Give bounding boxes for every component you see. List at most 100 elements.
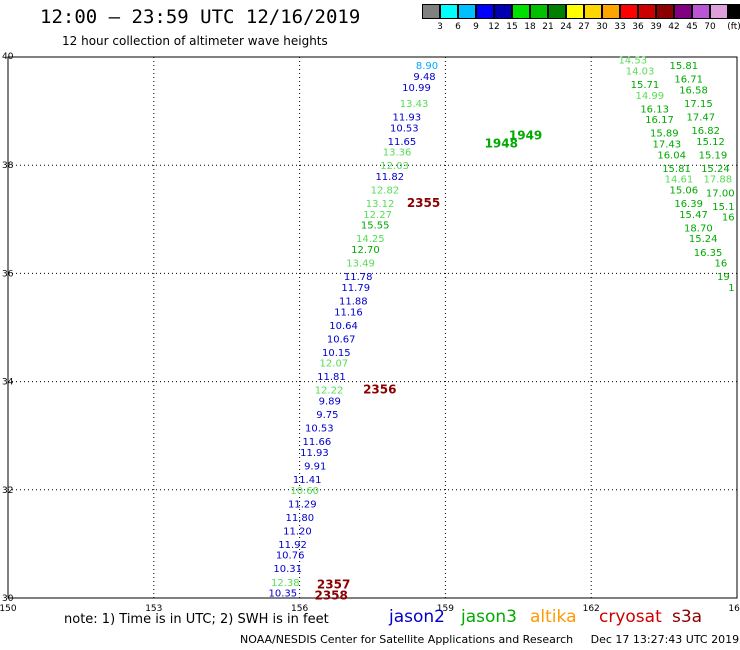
scale-swatch [656, 4, 674, 19]
time-label: 2357 [317, 577, 350, 591]
scale-label: 45 [686, 22, 698, 32]
scale-label: 42 [668, 22, 680, 32]
scale-label: 27 [578, 22, 590, 32]
wave-height-label: 9.75 [316, 410, 338, 421]
scale-label: 18 [524, 22, 536, 32]
x-tick-label: 162 [583, 604, 600, 614]
wave-height-label: 11.92 [278, 540, 307, 551]
map-subtitle: 12 hour collection of altimeter wave hei… [62, 34, 328, 48]
wave-height-label: 11.82 [375, 172, 404, 183]
wave-height-label: 11.20 [283, 526, 312, 537]
wave-height-label: 14.03 [626, 67, 655, 78]
wave-height-label: 16.71 [674, 75, 703, 86]
wave-height-label: 16.17 [645, 115, 674, 126]
scale-label: 12 [488, 22, 500, 32]
wave-height-label: 16.39 [674, 199, 703, 210]
wave-height-label: 11.93 [392, 113, 421, 124]
wave-height-label: 10.99 [402, 83, 431, 94]
scale-swatch [548, 4, 566, 19]
legend-item-jason2: jason2 [389, 607, 445, 627]
time-label: 2356 [363, 383, 396, 397]
x-tick-label: 150 [0, 604, 17, 614]
time-label: 1948 [485, 137, 518, 151]
wave-height-label: 16.35 [694, 248, 723, 259]
wave-height-label: 9.48 [413, 72, 435, 83]
wave-height-label: 9.91 [304, 461, 326, 472]
scale-swatch [638, 4, 656, 19]
wave-height-label: 16 [722, 213, 735, 224]
wave-height-label: 14.25 [356, 234, 385, 245]
wave-height-label: 11.16 [334, 307, 363, 318]
wave-height-label: 10.53 [390, 123, 419, 134]
wave-height-label: 13.12 [366, 199, 395, 210]
wave-height-label: 11.66 [303, 437, 332, 448]
wave-height-label: 17.00 [706, 188, 735, 199]
time-label: 2358 [314, 588, 347, 602]
scale-label: 9 [473, 22, 479, 32]
x-tick-label: 153 [145, 604, 162, 614]
wave-height-label: 15.89 [650, 129, 679, 140]
wave-height-label: 12.38 [271, 578, 300, 589]
wave-height-label: 14.53 [618, 56, 647, 67]
wave-height-label: 10.15 [322, 348, 351, 359]
wave-height-label: 10.64 [329, 321, 358, 332]
scale-label: 6 [455, 22, 461, 32]
wave-height-label: 10.60 [290, 486, 319, 497]
legend-item-s3a: s3a [672, 607, 703, 627]
scale-label: 3 [437, 22, 443, 32]
wave-height-label: 1 [728, 283, 734, 294]
wave-height-label: 15.24 [689, 234, 718, 245]
wave-height-label: 12.70 [351, 245, 380, 256]
wave-height-label: 15.81 [662, 164, 691, 175]
scale-swatch [728, 4, 740, 19]
wave-height-label: 15.71 [631, 80, 660, 91]
wave-height-label: 13.49 [346, 259, 375, 270]
wave-height-label: 13.43 [400, 99, 429, 110]
plot-frame [7, 56, 738, 599]
scale-swatch [512, 4, 530, 19]
time-label: 1949 [509, 128, 542, 142]
legend-item-jason3: jason3 [461, 607, 517, 627]
y-tick-label: 32 [2, 486, 13, 496]
wave-height-label: 16 [715, 259, 728, 270]
x-tick-label: 159 [437, 604, 454, 614]
y-tick-label: 36 [2, 269, 14, 279]
wave-height-label: 17.15 [684, 99, 713, 110]
wave-height-label: 11.41 [293, 475, 322, 486]
scale-label: 30 [596, 22, 608, 32]
wave-height-label: 11.29 [288, 499, 317, 510]
scale-swatch [710, 4, 728, 19]
wave-height-label: 11.79 [341, 283, 370, 294]
wave-height-label: 11.80 [286, 513, 315, 524]
wave-height-label: 16.58 [679, 85, 708, 96]
scale-swatch [458, 4, 476, 19]
scale-label: 39 [650, 22, 662, 32]
wave-height-label: 12.03 [380, 161, 409, 172]
wave-height-label: 15.19 [699, 150, 728, 161]
scale-swatch [476, 4, 494, 19]
wave-height-label: 17.47 [686, 113, 715, 124]
wave-height-label: 11.93 [300, 448, 329, 459]
scale-label: 21 [542, 22, 554, 32]
legend-item-altika: altika [530, 607, 577, 627]
wave-height-label: 10.35 [269, 589, 298, 600]
wave-height-label: 17.43 [652, 140, 681, 151]
wave-height-label: 11.78 [344, 272, 373, 283]
scale-swatch [440, 4, 458, 19]
wave-height-label: 19 [717, 272, 730, 283]
scale-swatch [674, 4, 692, 19]
scale-label: 24 [560, 22, 572, 32]
y-tick-label: 30 [2, 594, 14, 604]
wave-height-label: 13.36 [383, 148, 412, 159]
wave-height-label: 18.70 [684, 223, 713, 234]
y-tick-label: 34 [2, 378, 14, 388]
scale-swatch [494, 4, 512, 19]
x-tick-label: 156 [291, 604, 308, 614]
scale-label: 33 [614, 22, 626, 32]
map-title: 12:00 – 23:59 UTC 12/16/2019 [40, 6, 361, 28]
wave-height-label: 12.27 [363, 210, 392, 221]
wave-height-label: 15.24 [701, 164, 730, 175]
credit-footer: NOAA/NESDIS Center for Satellite Applica… [240, 633, 740, 646]
wave-height-label: 16.04 [657, 150, 686, 161]
